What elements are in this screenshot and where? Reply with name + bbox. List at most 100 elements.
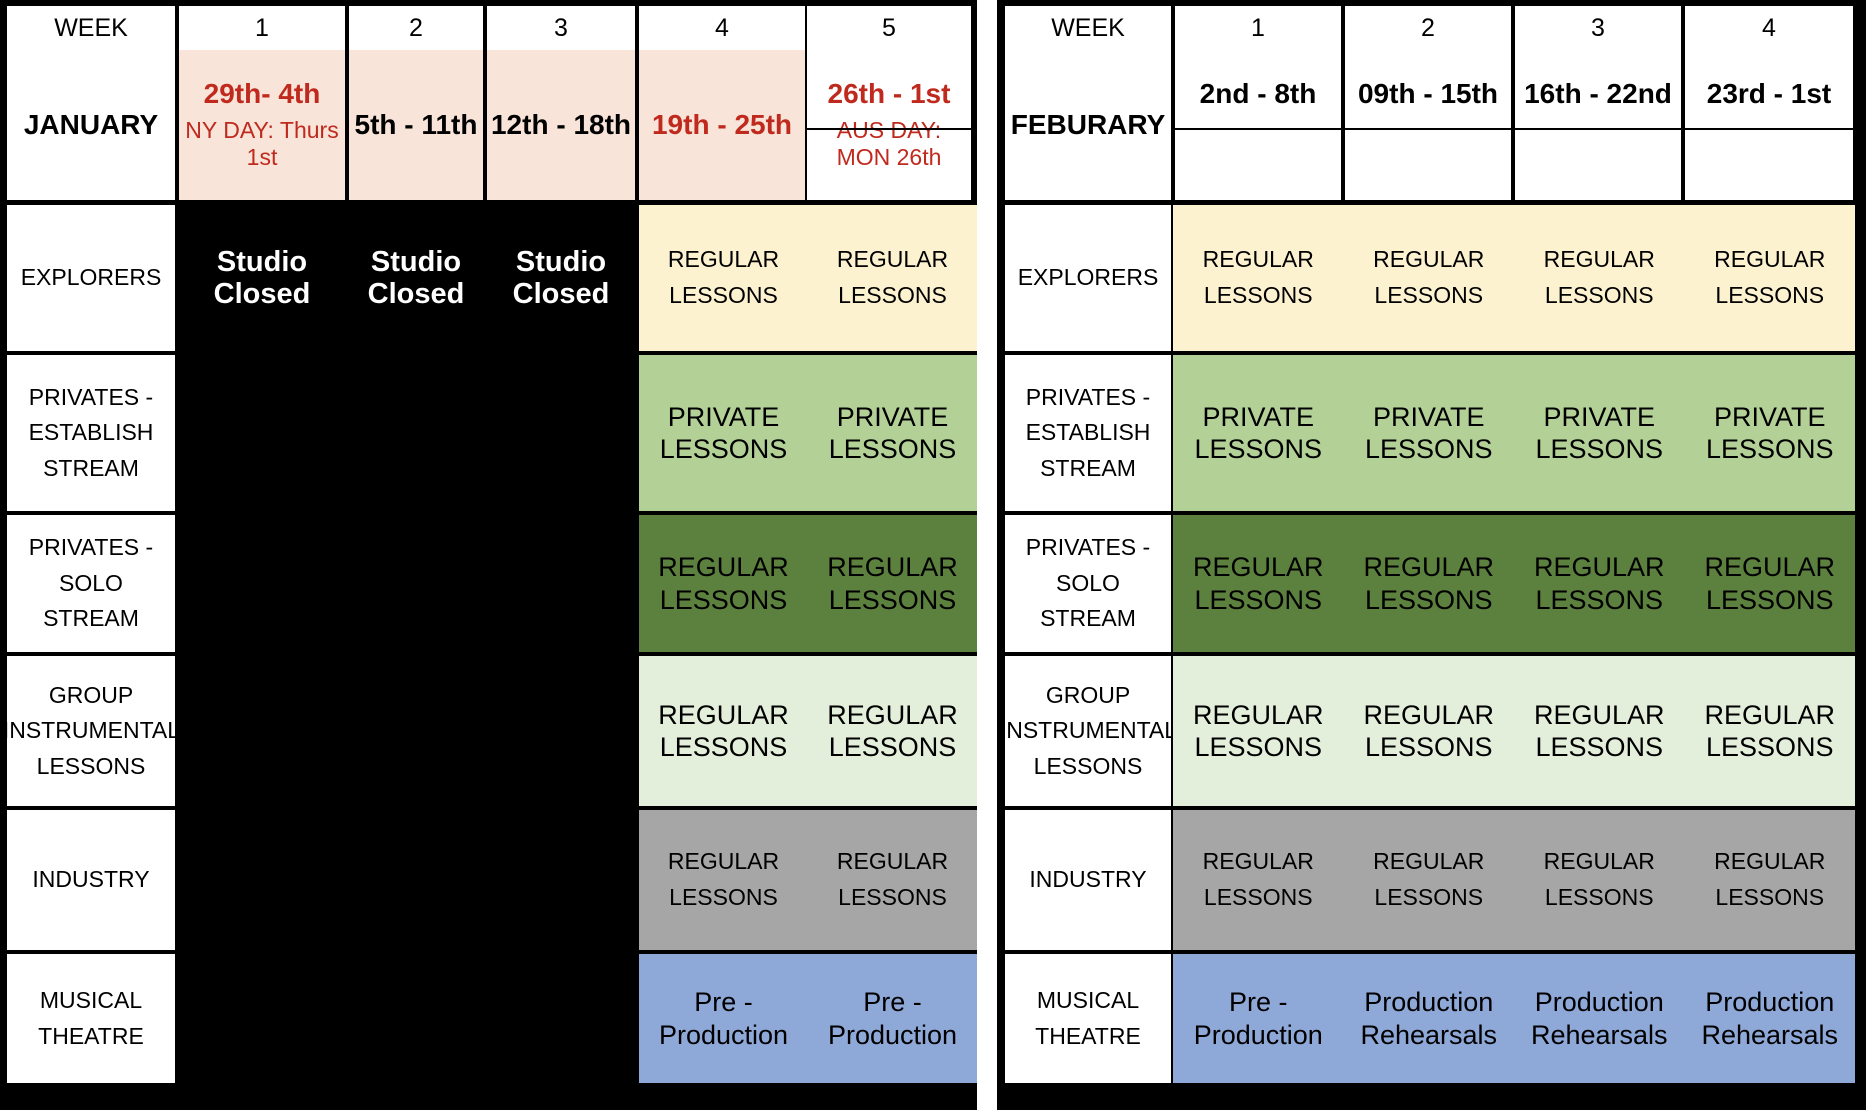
- lesson-text: REGULAR LESSONS: [1363, 699, 1495, 762]
- date-range: 23rd - 1st: [1706, 78, 1832, 109]
- lesson-cell: PRIVATE LESSONS: [1685, 355, 1856, 511]
- lesson-text: REGULAR LESSONS: [1363, 552, 1495, 615]
- lesson-cell: REGULAR LESSONS: [1173, 515, 1344, 652]
- lesson-text: PRIVATE LESSONS: [1364, 401, 1493, 464]
- holiday-note: AUS DAY: MON 26th: [836, 116, 942, 171]
- week-number-label: 2: [409, 13, 423, 42]
- lesson-cell: REGULAR LESSONS: [1173, 810, 1344, 950]
- date-cell: 09th - 15th: [1345, 50, 1511, 200]
- lesson-cell: PRIVATE LESSONS: [1173, 355, 1344, 511]
- lesson-text: REGULAR LESSONS: [1714, 848, 1826, 910]
- week-number: 5: [807, 6, 971, 50]
- week-number: 3: [1515, 6, 1681, 50]
- lesson-text: REGULAR LESSONS: [658, 699, 789, 762]
- week-number-label: 1: [1251, 13, 1265, 42]
- lesson-cell: Production Rehearsals: [1685, 954, 1856, 1083]
- lesson-block: REGULAR LESSONS REGULAR LESSONS REGULAR LE…: [1173, 810, 1855, 950]
- category-label: PRIVATES - SOLO STREAM: [1025, 534, 1151, 632]
- category-label: GROUP INSTRUMENTAL LESSONS: [2, 681, 181, 779]
- lesson-text: PRIVATE LESSONS: [1705, 401, 1834, 464]
- lesson-text: Production Rehearsals: [1360, 987, 1498, 1050]
- week-number-label: 3: [554, 13, 568, 42]
- lesson-cell: REGULAR LESSONS: [1173, 205, 1344, 351]
- category-label: PRIVATES - SOLO STREAM: [28, 534, 154, 632]
- week-header: WEEK: [1005, 6, 1171, 50]
- lesson-text: REGULAR LESSONS: [1704, 699, 1836, 762]
- lesson-cell: REGULAR LESSONS: [1173, 656, 1344, 806]
- lesson-cell: PRIVATE LESSONS: [1514, 355, 1685, 511]
- lesson-cell: PRIVATE LESSONS: [639, 355, 808, 511]
- date-cell: 12th - 18th: [487, 50, 635, 200]
- week-number-label: 4: [1762, 13, 1776, 42]
- lesson-cell: REGULAR LESSONS: [1514, 515, 1685, 652]
- row-label: PRIVATES - SOLO STREAM: [7, 515, 175, 652]
- lesson-text: REGULAR LESSONS: [827, 699, 958, 762]
- week-label: WEEK: [54, 13, 128, 42]
- week-number: 4: [639, 6, 805, 50]
- lesson-text: REGULAR LESSONS: [1543, 246, 1655, 308]
- lesson-text: REGULAR LESSONS: [667, 848, 780, 910]
- month-title: FEBURARY: [1010, 108, 1166, 140]
- date-cell: 23rd - 1st: [1685, 50, 1853, 200]
- week-number: 1: [1175, 6, 1341, 50]
- week-number: 3: [487, 6, 635, 50]
- lesson-text: REGULAR LESSONS: [1714, 246, 1826, 308]
- studio-closed-label: Studio Closed: [512, 245, 610, 310]
- date-range: 09th - 15th: [1357, 78, 1499, 109]
- lesson-cell: Pre - Production: [639, 954, 808, 1083]
- row-label: PRIVATES - SOLO STREAM: [1005, 515, 1171, 652]
- date-cell: 2nd - 8th: [1175, 50, 1341, 200]
- lesson-text: PRIVATE LESSONS: [659, 401, 788, 464]
- date-cell: 19th - 25th: [639, 50, 805, 200]
- week-header: WEEK: [7, 6, 175, 50]
- week-number: 2: [349, 6, 483, 50]
- lesson-cell: Pre - Production: [1173, 954, 1344, 1083]
- week-number: 1: [179, 6, 345, 50]
- category-label: PRIVATES - ESTABLISH STREAM: [28, 383, 154, 481]
- category-label: EXPLORERS: [1017, 264, 1159, 291]
- date-cell: 16th - 22nd: [1515, 50, 1681, 200]
- date-range: 2nd - 8th: [1199, 78, 1317, 109]
- studio-closed-label: Studio Closed: [213, 245, 311, 310]
- lesson-text: REGULAR LESSONS: [1373, 848, 1485, 910]
- lesson-text: REGULAR LESSONS: [1192, 552, 1324, 615]
- lesson-text: REGULAR LESSONS: [1202, 246, 1314, 308]
- category-label: INDUSTRY: [1029, 866, 1147, 893]
- month-label: JANUARY: [7, 50, 175, 200]
- category-label: GROUP INSTRUMENTAL LESSONS: [999, 681, 1178, 779]
- lesson-cell: REGULAR LESSONS: [1344, 515, 1515, 652]
- lesson-cell: REGULAR LESSONS: [1344, 656, 1515, 806]
- lesson-text: REGULAR LESSONS: [827, 552, 958, 615]
- lesson-text: PRIVATE LESSONS: [828, 401, 957, 464]
- lesson-cell: REGULAR LESSONS: [1685, 515, 1856, 652]
- lesson-block: REGULAR LESSONS REGULAR LESSONS: [639, 205, 977, 351]
- holiday-note: NY DAY: Thurs 1st: [185, 116, 339, 171]
- date-range: 19th - 25th: [651, 108, 793, 140]
- lesson-text: Production Rehearsals: [1701, 987, 1839, 1050]
- lesson-text: REGULAR LESSONS: [1543, 848, 1655, 910]
- studio-closed: Studio Closed: [487, 205, 635, 351]
- week-number-label: 2: [1421, 13, 1435, 42]
- divider: [807, 128, 971, 130]
- row-label: MUSICAL THEATRE: [1005, 954, 1171, 1083]
- row-label: EXPLORERS: [7, 205, 175, 351]
- lesson-cell: REGULAR LESSONS: [1685, 656, 1856, 806]
- studio-closed-label: Studio Closed: [367, 245, 465, 310]
- lesson-block: Pre - Production Pre - Production: [639, 954, 977, 1083]
- lesson-text: REGULAR LESSONS: [836, 848, 949, 910]
- date-cell: 26th - 1st AUS DAY: MON 26th: [807, 50, 971, 200]
- week-number: 4: [1685, 6, 1853, 50]
- month-label: FEBURARY: [1005, 50, 1171, 200]
- lesson-block: PRIVATE LESSONS PRIVATE LESSONS: [639, 355, 977, 511]
- week-number: 2: [1345, 6, 1511, 50]
- divider: [1685, 128, 1853, 130]
- month-title: JANUARY: [23, 108, 159, 140]
- lesson-block: REGULAR LESSONS REGULAR LESSONS REGULAR LE…: [1173, 515, 1855, 652]
- row-label: MUSICAL THEATRE: [7, 954, 175, 1083]
- lesson-cell: Production Rehearsals: [1514, 954, 1685, 1083]
- divider: [1175, 128, 1341, 130]
- lesson-cell: REGULAR LESSONS: [639, 656, 808, 806]
- week-number-label: 5: [882, 13, 896, 42]
- studio-closed: Studio Closed: [179, 205, 345, 351]
